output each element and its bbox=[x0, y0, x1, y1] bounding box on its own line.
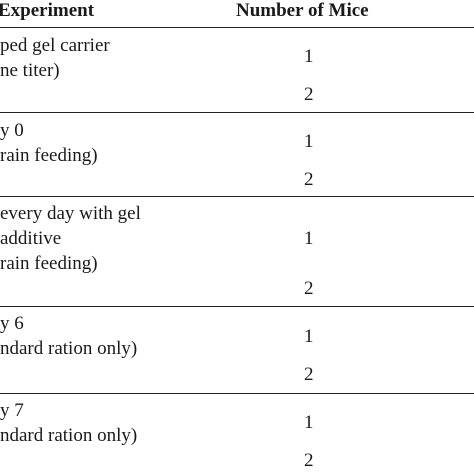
row-2-mice-1: 1 bbox=[304, 131, 314, 152]
row-4-mice-2: 2 bbox=[304, 364, 314, 385]
row-1-description: ped gel carrier ne titer) bbox=[0, 33, 110, 83]
row-2-mice-2: 2 bbox=[304, 169, 314, 190]
row-2-line-2: rain feeding) bbox=[0, 145, 98, 166]
row-4-description: y 6 ndard ration only) bbox=[0, 311, 137, 361]
row-4-line-1: y 6 bbox=[0, 313, 24, 334]
row-3-rule bbox=[0, 306, 474, 307]
row-2-rule bbox=[0, 196, 474, 197]
row-4-line-2: ndard ration only) bbox=[0, 338, 138, 359]
row-4-mice-1: 1 bbox=[304, 326, 314, 347]
row-1-line-1: ped gel carrier bbox=[0, 35, 110, 56]
row-3-mice-1: 1 bbox=[304, 228, 314, 249]
row-4-rule bbox=[0, 393, 474, 394]
row-3-description: every day with gel additive rain feeding… bbox=[0, 201, 141, 276]
row-1-line-2: ne titer) bbox=[0, 60, 60, 81]
row-2-description: y 0 rain feeding) bbox=[0, 118, 98, 168]
header-number-of-mice: Number of Mice bbox=[236, 0, 369, 21]
header-rule bbox=[0, 27, 474, 28]
row-1-mice-1: 1 bbox=[304, 46, 314, 67]
row-5-description: y 7 ndard ration only) bbox=[0, 398, 137, 448]
row-3-line-3: rain feeding) bbox=[0, 253, 98, 274]
table-header: Experiment Number of Mice bbox=[0, 0, 474, 28]
row-3-line-1: every day with gel bbox=[0, 203, 141, 224]
header-experiment: Experiment bbox=[0, 0, 95, 21]
row-3-line-2: additive bbox=[0, 228, 62, 249]
row-5-line-2: ndard ration only) bbox=[0, 425, 138, 446]
row-5-mice-1: 1 bbox=[304, 412, 314, 433]
row-2-line-1: y 0 bbox=[0, 120, 24, 141]
row-1-mice-2: 2 bbox=[304, 84, 314, 105]
row-5-line-1: y 7 bbox=[0, 400, 24, 421]
row-3-mice-2: 2 bbox=[304, 278, 314, 299]
row-5-mice-2: 2 bbox=[304, 450, 314, 471]
row-1-rule bbox=[0, 112, 474, 113]
